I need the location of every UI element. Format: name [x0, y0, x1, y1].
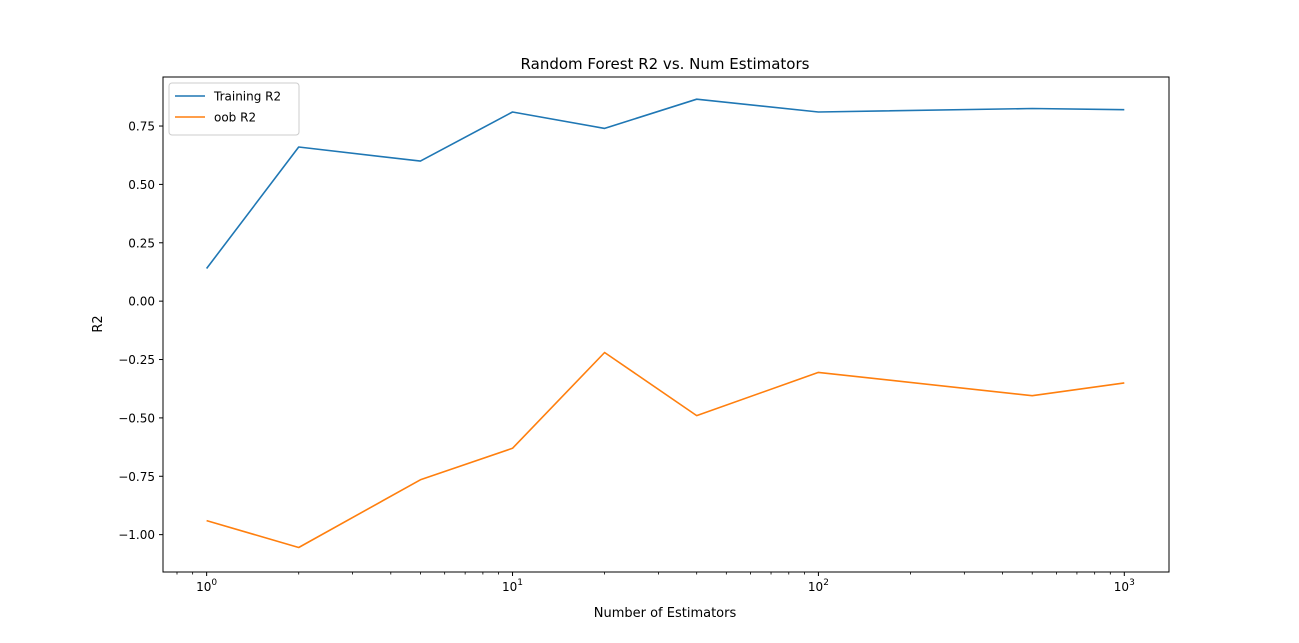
x-tick-label: 102	[808, 578, 829, 594]
series-line-2	[206, 351, 1125, 549]
y-tick-label: 0.25	[128, 236, 155, 250]
x-tick-label: 100	[196, 578, 217, 594]
y-tick-label: −0.50	[118, 411, 155, 425]
series-line-1	[205, 98, 1125, 269]
y-tick-label: −0.75	[118, 470, 155, 484]
x-tick-label: 103	[1114, 578, 1135, 594]
axes: 0.75 0.50 0.25 0.00 −0.25 −0.50 −0.75 −1.00 100 1…	[118, 76, 1170, 594]
chart-title: Random Forest R2 vs. Num Estimators	[521, 55, 810, 73]
y-axis-label: R2	[91, 315, 106, 332]
legend: Training R2 oob R2	[168, 82, 300, 136]
plot-frame	[162, 76, 1170, 573]
legend-label-1: Training R2	[213, 90, 281, 104]
x-axis-label: Number of Estimators	[594, 606, 737, 621]
y-tick-label: −1.00	[118, 528, 155, 542]
x-tick-label: 101	[502, 578, 523, 594]
y-tick-label: 0.75	[128, 120, 155, 134]
y-tick-label: −0.25	[118, 353, 155, 367]
plot-area	[205, 98, 1125, 549]
y-tick-label: 0.00	[128, 295, 155, 309]
legend-label-2: oob R2	[214, 111, 256, 125]
y-tick-label: 0.50	[128, 178, 155, 192]
